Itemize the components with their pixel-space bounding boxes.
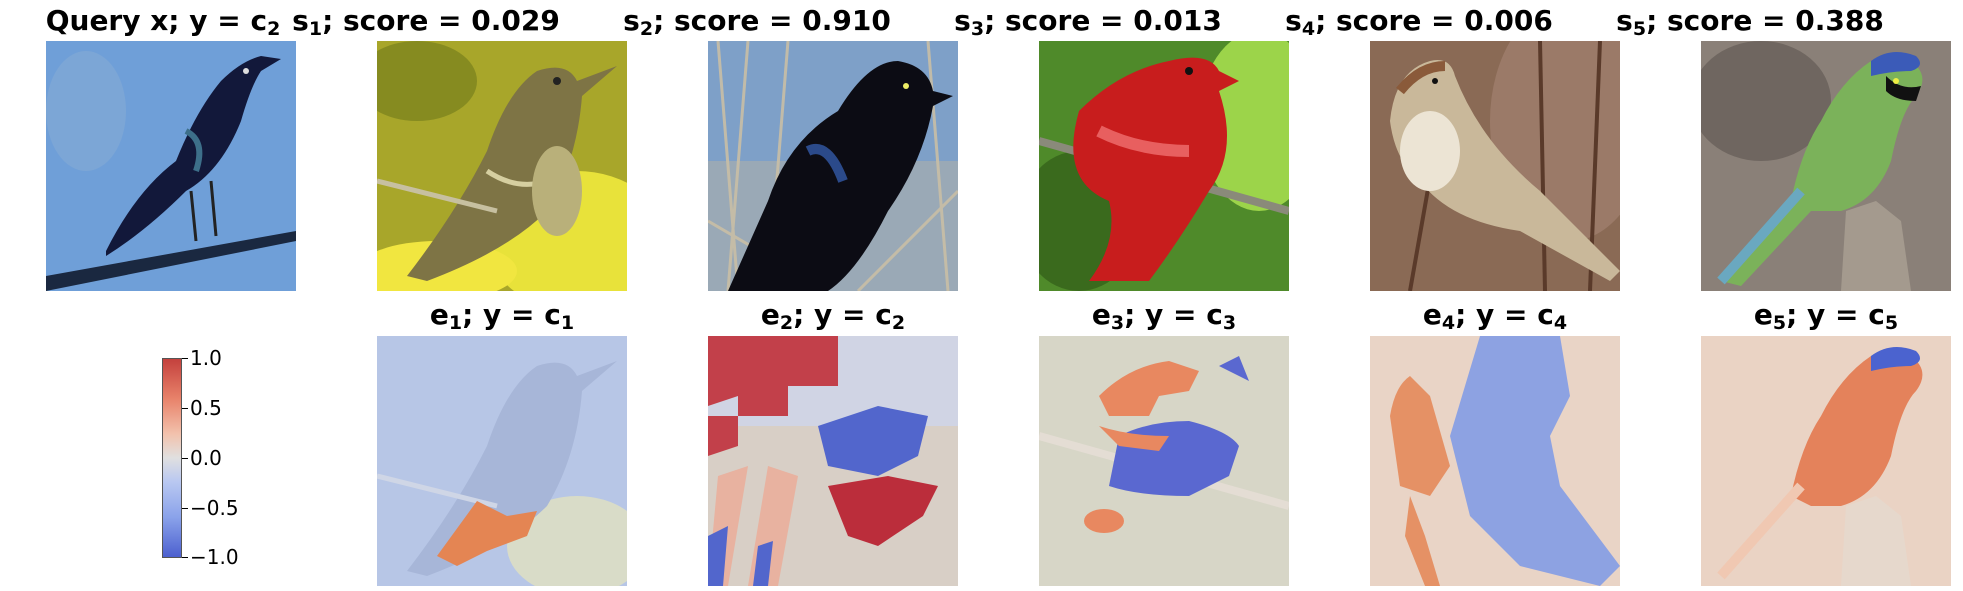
s4-title: s4; score = 0.006 bbox=[1239, 4, 1599, 38]
s3-image bbox=[1039, 41, 1289, 291]
s5-image bbox=[1701, 41, 1951, 291]
colorbar-tick-label: 1.0 bbox=[190, 346, 222, 370]
s2-title: s2; score = 0.910 bbox=[577, 4, 937, 38]
e4-image bbox=[1370, 336, 1620, 586]
e1-title: e1; y = c1 bbox=[322, 298, 682, 332]
colorbar: 1.0 0.5 0.0 −0.5 −1.0 bbox=[162, 358, 182, 558]
e5-image bbox=[1701, 336, 1951, 586]
e3-image bbox=[1039, 336, 1289, 586]
green-jay-illustration bbox=[1701, 41, 1951, 291]
e2-image bbox=[708, 336, 958, 586]
red-tanager-illustration bbox=[1039, 41, 1289, 291]
heatmap-overlay-3 bbox=[1039, 336, 1289, 586]
colorbar-tick-label: 0.0 bbox=[190, 446, 222, 470]
flycatcher-illustration bbox=[377, 41, 627, 291]
colorbar-tick bbox=[182, 508, 188, 509]
black-grackle-illustration bbox=[708, 41, 958, 291]
s1-image bbox=[377, 41, 627, 291]
colorbar-tick-label: −1.0 bbox=[190, 545, 239, 569]
heatmap-overlay-5 bbox=[1701, 336, 1951, 586]
e1-image bbox=[377, 336, 627, 586]
e5-title: e5; y = c5 bbox=[1646, 298, 1963, 332]
colorbar-tick bbox=[182, 358, 188, 359]
colorbar-gradient bbox=[162, 358, 182, 558]
e2-title: e2; y = c2 bbox=[653, 298, 1013, 332]
heatmap-overlay-2 bbox=[708, 336, 958, 586]
s4-image bbox=[1370, 41, 1620, 291]
colorbar-tick bbox=[182, 458, 188, 459]
s3-title: s3; score = 0.013 bbox=[908, 4, 1268, 38]
e4-title: e4; y = c4 bbox=[1315, 298, 1675, 332]
query-image bbox=[46, 41, 296, 291]
heatmap-overlay-4 bbox=[1370, 336, 1620, 586]
s1-title: s1; score = 0.029 bbox=[246, 4, 606, 38]
sparrow-illustration bbox=[1370, 41, 1620, 291]
colorbar-tick-label: 0.5 bbox=[190, 396, 222, 420]
colorbar-tick bbox=[182, 557, 188, 558]
s5-title: s5; score = 0.388 bbox=[1570, 4, 1930, 38]
e3-title: e3; y = c3 bbox=[984, 298, 1344, 332]
colorbar-tick-label: −0.5 bbox=[190, 496, 239, 520]
colorbar-tick bbox=[182, 408, 188, 409]
grackle-illustration bbox=[46, 41, 296, 291]
s2-image bbox=[708, 41, 958, 291]
heatmap-overlay-1 bbox=[377, 336, 627, 586]
